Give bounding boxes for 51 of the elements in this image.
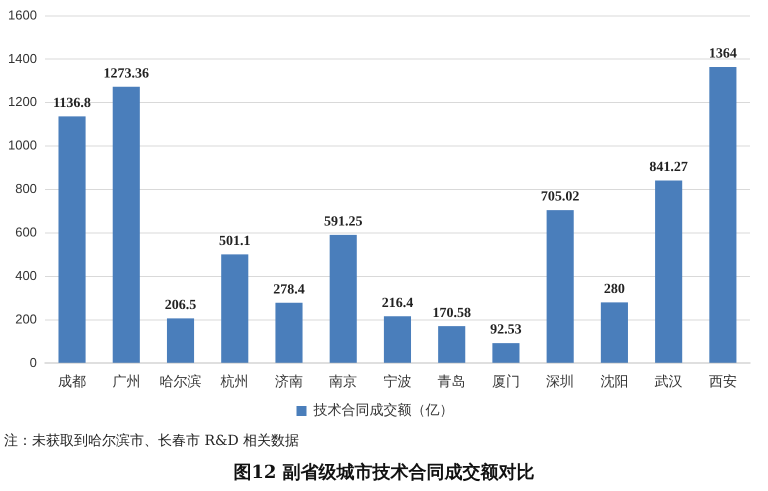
y-tick-label: 1200 — [8, 94, 37, 110]
bar — [709, 67, 736, 363]
bar — [600, 302, 628, 363]
x-tick-label: 宁波 — [383, 374, 412, 390]
x-tick-label: 成都 — [58, 374, 86, 390]
bar — [58, 116, 86, 363]
y-tick-label: 200 — [15, 311, 37, 326]
y-tick-label: 1000 — [8, 138, 37, 153]
data-label: 170.58 — [432, 306, 471, 321]
y-tick-label: 1600 — [8, 7, 37, 22]
bar — [546, 210, 574, 363]
x-tick-label: 厦门 — [492, 374, 520, 390]
y-tick-label: 800 — [15, 181, 37, 196]
data-label: 1136.8 — [53, 96, 91, 111]
x-tick-label: 广州 — [112, 374, 140, 390]
x-tick-label: 哈尔滨 — [160, 374, 202, 390]
data-label: 705.02 — [540, 190, 580, 205]
text: 图12 副省级城市技术合同成交额对比 — [232, 461, 536, 484]
y-tick-label: 400 — [15, 268, 37, 283]
x-tick-label: 深圳 — [546, 374, 574, 390]
data-label: 1364 — [708, 46, 737, 62]
data-label: 206.5 — [164, 298, 196, 313]
data-label: 92.53 — [490, 322, 522, 338]
data-label: 216.4 — [382, 296, 414, 311]
x-tick-label: 南京 — [329, 374, 358, 390]
bar — [492, 343, 520, 363]
y-tick-label: 600 — [15, 224, 37, 240]
y-tick-label: 1400 — [8, 50, 37, 66]
data-label: 841.27 — [649, 160, 688, 176]
bar — [384, 316, 412, 363]
x-tick-label: 杭州 — [220, 374, 249, 390]
legend-label: 技术合同成交额（亿） — [312, 402, 454, 419]
x-tick-label: 青岛 — [438, 374, 466, 390]
x-tick-label: 济南 — [274, 374, 303, 390]
data-label: 501.1 — [219, 234, 250, 250]
bar — [438, 326, 466, 363]
x-tick-label: 西安 — [708, 374, 737, 390]
data-label: 591.25 — [324, 214, 362, 230]
text: 注：未获取到哈尔滨市、长春市 R&D 相关数据 — [4, 432, 300, 450]
x-tick-label: 沈阳 — [600, 374, 628, 390]
bar — [112, 86, 140, 363]
bar — [166, 318, 194, 363]
data-label: 280 — [604, 282, 625, 298]
bar — [330, 234, 357, 363]
data-label: 278.4 — [273, 282, 305, 298]
bar — [221, 254, 248, 363]
x-tick-label: 武汉 — [654, 374, 683, 390]
y-tick-label: 0 — [30, 354, 37, 370]
bar — [275, 302, 303, 363]
bar — [655, 180, 682, 363]
data-label: 1273.36 — [104, 66, 150, 82]
